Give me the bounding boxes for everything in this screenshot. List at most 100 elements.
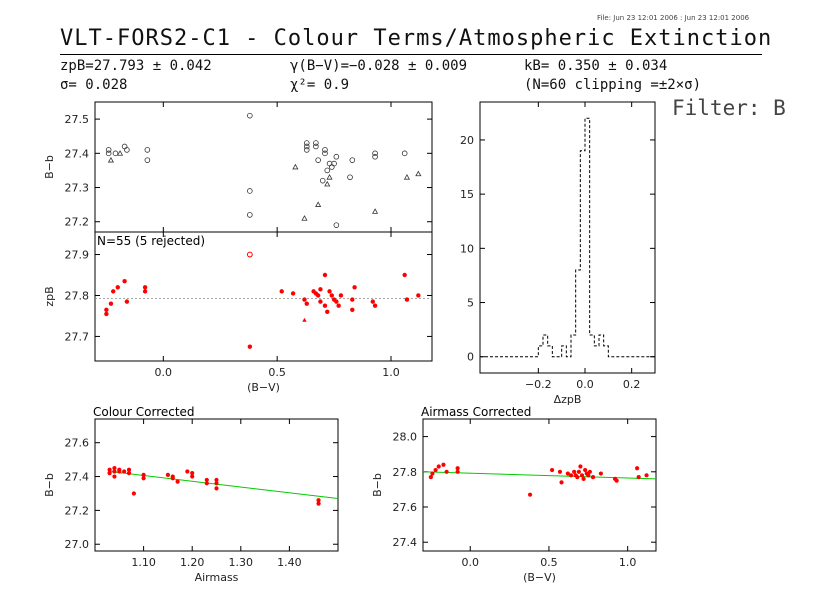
airmass-corrected-point: [527, 492, 533, 497]
colour-corrected-point: [214, 481, 219, 486]
airmass-corrected-point: [583, 467, 588, 473]
airmass-corrected-point: [428, 474, 433, 480]
airmass-corrected-ytick-label: 27.8: [393, 466, 418, 479]
top-point-circle: [247, 212, 253, 218]
colour-corrected-xlabel: Airmass: [195, 571, 239, 584]
airmass-corrected-title: Airmass Corrected: [421, 405, 531, 419]
colour-corrected-ytick-label: 27.2: [65, 504, 90, 517]
top-point-triangle: [371, 208, 379, 214]
middle-point: [247, 344, 253, 349]
title-divider: [60, 54, 762, 55]
colour-corrected-ytick-label: 27.6: [65, 437, 90, 450]
top-point-circle: [315, 157, 321, 163]
airmass-corrected-ytick-label: 27.6: [393, 501, 418, 514]
extinction-fit-line: [109, 470, 339, 500]
middle-point: [318, 287, 323, 292]
top-point-circle: [401, 150, 408, 157]
sigma-result: σ= 0.028: [60, 77, 128, 93]
middle-point: [111, 289, 116, 294]
top-point-triangle: [315, 201, 322, 207]
colour-corrected-point: [190, 474, 195, 479]
colour-corrected-point: [112, 469, 117, 474]
middle-point: [350, 307, 355, 313]
top-point-circle: [372, 150, 378, 157]
colour-corrected-point: [107, 467, 112, 472]
histogram-ytick-label: 15: [460, 188, 474, 201]
top-point-circle: [319, 177, 326, 184]
middle-point: [334, 299, 339, 304]
colour-corrected-point: [175, 479, 180, 484]
middle-point: [115, 285, 120, 290]
histogram-xlabel: ΔzpB: [554, 393, 582, 406]
airmass-corrected-point: [598, 471, 603, 476]
top-point-triangle: [107, 156, 115, 163]
middle-point: [350, 297, 355, 302]
airmass-corrected-ytick-label: 27.4: [393, 536, 418, 549]
top-point-circle: [303, 147, 310, 153]
middle-xtick-label: 1.0: [382, 366, 400, 379]
middle-xtick-label: 0.0: [155, 366, 173, 379]
top-point-circle: [324, 167, 331, 174]
middle-point: [124, 299, 130, 304]
middle-point: [404, 297, 410, 302]
airmass-corrected-point: [441, 462, 446, 467]
colour-term-fit-line: [422, 471, 657, 480]
middle-xlabel: (B−V): [247, 381, 280, 394]
airmass-corrected-point: [559, 480, 564, 485]
colour-corrected-point: [126, 467, 132, 472]
airmass-corrected-point: [636, 474, 641, 480]
top-point-circle: [112, 150, 119, 157]
colour-corrected-point: [214, 486, 219, 491]
middle-point: [338, 293, 344, 298]
top-point-triangle: [292, 163, 299, 170]
colour-corrected-point: [165, 472, 170, 477]
top-point-circle: [313, 140, 319, 146]
middle-point: [142, 289, 148, 294]
airmass-corrected-point: [557, 469, 563, 474]
top-point-circle: [333, 222, 340, 228]
top-point-triangle: [116, 150, 124, 156]
top-plot-frame: [94, 101, 433, 233]
top-point-circle: [329, 164, 335, 170]
middle-point: [322, 303, 328, 308]
top-point-circle: [322, 147, 328, 153]
airmass-corrected-point: [575, 474, 580, 480]
top-point-circle: [124, 147, 130, 153]
zeropoint-result: zpB=27.793 ± 0.042: [60, 58, 212, 74]
histogram-xtick-label: 0.0: [576, 378, 594, 391]
middle-point: [370, 299, 375, 304]
middle-point: [104, 311, 109, 317]
colour-corrected-title: Colour Corrected: [93, 405, 195, 419]
colour-corrected-point: [141, 476, 146, 481]
middle-point: [122, 278, 127, 284]
colour-corrected-point: [214, 477, 219, 483]
middle-point: [315, 293, 321, 298]
top-point-circle: [331, 160, 337, 167]
colour-corrected-point: [316, 501, 321, 506]
middle-point: [142, 285, 148, 290]
airmass-corrected-ylabel: B−b: [371, 473, 384, 497]
top-point-circle: [121, 143, 128, 150]
middle-point: [318, 299, 323, 304]
airmass-corrected-point: [579, 473, 585, 478]
colour-corrected-ytick-label: 27.0: [65, 538, 90, 551]
airmass-corrected-point: [576, 469, 581, 474]
colour-corrected-point: [141, 472, 146, 477]
top-ytick-label: 27.2: [65, 216, 90, 229]
airmass-corrected-point: [644, 473, 649, 478]
colour-corrected-ytick-label: 27.4: [65, 471, 90, 484]
airmass-corrected-point: [581, 476, 586, 481]
airmass-corrected-point: [455, 466, 460, 471]
colour-corrected-point: [204, 481, 209, 486]
middle-point: [416, 293, 421, 298]
top-ytick-label: 27.3: [65, 182, 90, 195]
middle-point: [290, 291, 296, 296]
histogram-steps: [480, 117, 655, 358]
top-point-circle: [144, 147, 151, 153]
colour-corrected-point: [122, 469, 127, 474]
airmass-corrected-xlabel: (B−V): [523, 571, 556, 584]
middle-ytick-label: 27.8: [65, 289, 90, 302]
airmass-corrected-point: [455, 469, 460, 474]
middle-point-triangle: [302, 317, 307, 322]
colour-corrected-point: [112, 474, 117, 479]
